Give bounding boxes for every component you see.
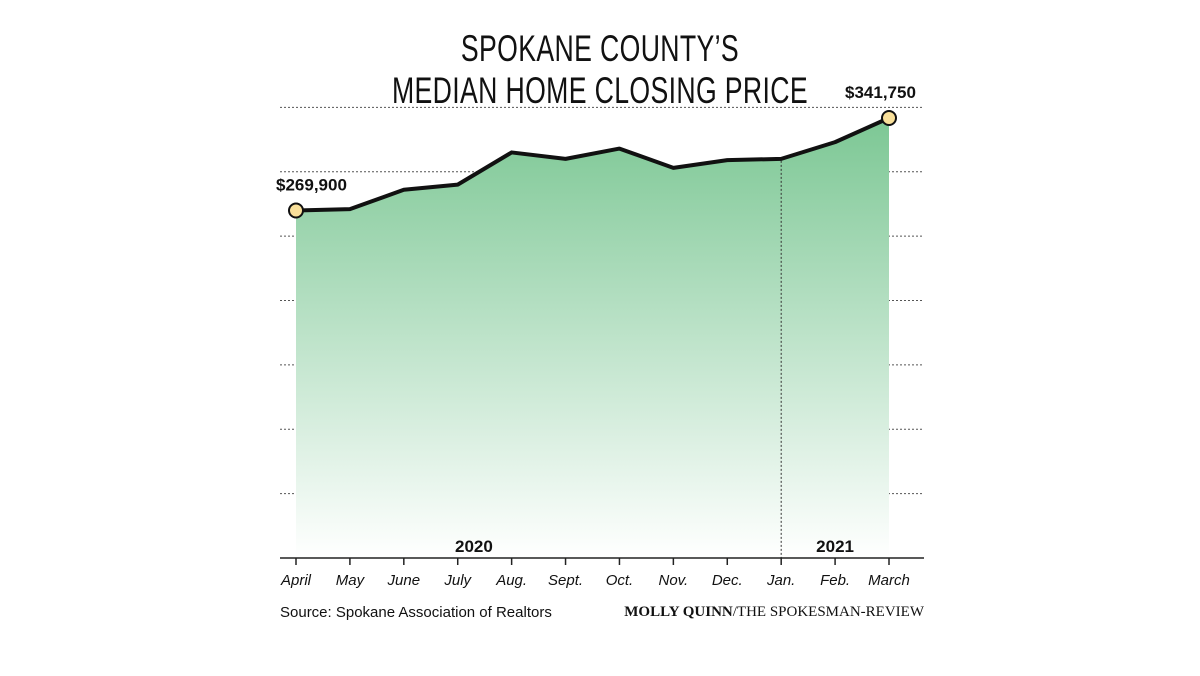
year-label-2021: 2021 xyxy=(816,537,854,556)
series-line-layer xyxy=(288,109,897,219)
labels-layer: 2020 2021 $269,900 $341,750 xyxy=(276,83,916,556)
x-tick-label-4: July xyxy=(443,572,472,589)
chart-title-line-1: SPOKANE COUNTY’S xyxy=(460,28,740,69)
chart-title-line-2: MEDIAN HOME CLOSING PRICE xyxy=(391,70,809,111)
data-point-april xyxy=(288,202,304,219)
x-axis: April May June July Aug. Sept. Oct. Nov. Dec. Jan… xyxy=(280,557,924,589)
credit-line: MOLLY QUINN/THE SPOKESMAN-REVIEW xyxy=(624,604,924,621)
credit-author: MOLLY QUINN xyxy=(624,604,733,620)
footer: Source: Spokane Association of Realtors … xyxy=(280,604,924,628)
x-tick-label-9: Dec. xyxy=(712,572,743,589)
x-tick-label-10: Jan. xyxy=(766,572,795,589)
area-fill-layer xyxy=(296,117,889,558)
source-note: Source: Spokane Association of Realtors xyxy=(280,604,552,621)
chart-title: SPOKANE COUNTY’S MEDIAN HOME CLOSING PRI… xyxy=(168,28,1032,112)
x-tick-label-12: March xyxy=(868,572,910,589)
x-tick-label-5: Aug. xyxy=(495,572,527,589)
x-tick-label-3: June xyxy=(387,572,421,589)
year-label-2020: 2020 xyxy=(455,537,493,556)
x-tick-label-8: Nov. xyxy=(658,572,688,589)
data-label-march: $341,750 xyxy=(845,83,916,102)
x-tick-label-7: Oct. xyxy=(606,572,634,589)
x-tick-label-11: Feb. xyxy=(820,572,850,589)
data-label-april: $269,900 xyxy=(276,176,347,195)
series-line xyxy=(294,115,891,213)
x-tick-label-2: May xyxy=(336,572,366,589)
credit-org: /THE SPOKESMAN-REVIEW xyxy=(732,604,924,620)
data-point-march xyxy=(881,109,897,126)
area-fill xyxy=(296,117,889,558)
x-tick-label-6: Sept. xyxy=(548,572,583,589)
x-tick-label-1: April xyxy=(280,572,312,589)
